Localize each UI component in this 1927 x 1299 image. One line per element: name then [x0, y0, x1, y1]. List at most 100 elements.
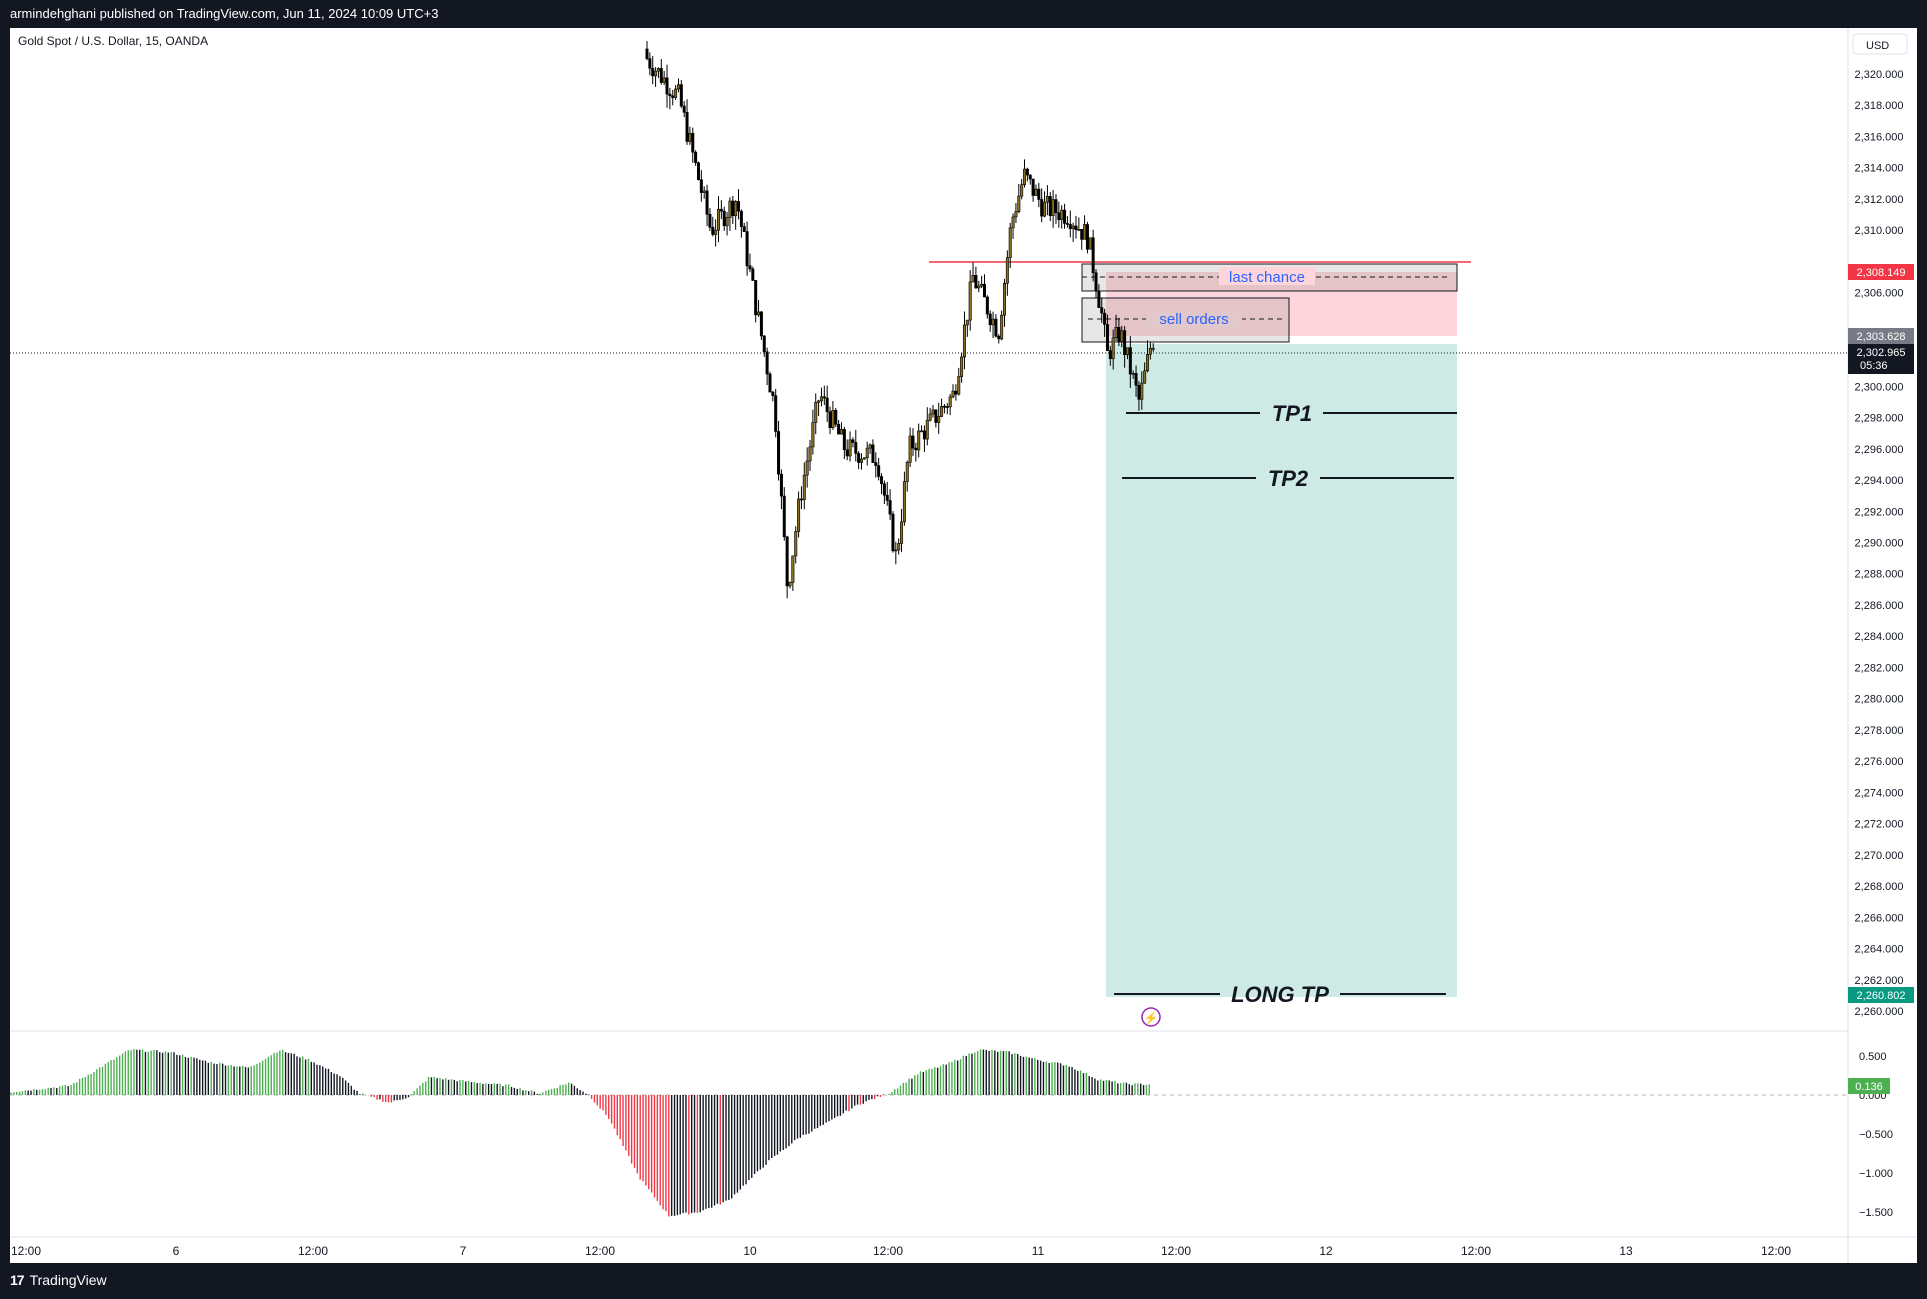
candle-bearish — [1080, 229, 1084, 240]
candle-bullish — [1043, 201, 1047, 217]
footer-bar: 17 TradingView — [0, 1263, 1927, 1299]
candle-bearish — [1100, 307, 1104, 314]
candle-bullish — [662, 77, 666, 83]
candle-bearish — [1031, 178, 1035, 196]
candle-bearish — [914, 447, 918, 451]
candle-bullish — [1143, 370, 1147, 384]
candle-bullish — [905, 462, 909, 482]
tp1-label: TP1 — [1272, 401, 1312, 426]
price-tick-label: 2,300.000 — [1855, 381, 1904, 393]
time-tick-label: 12:00 — [11, 1244, 41, 1258]
stop-price-label: 2,308.149 — [1857, 267, 1906, 279]
candle-bullish — [1020, 184, 1024, 197]
candle-bearish — [771, 391, 775, 396]
candle-bullish — [971, 275, 975, 283]
candle-bearish — [1025, 168, 1029, 176]
candle-bullish — [859, 458, 863, 463]
candle-bullish — [817, 400, 821, 403]
price-tick-label: 2,288.000 — [1855, 569, 1904, 581]
oscillator-tick-label: 0.500 — [1859, 1051, 1887, 1063]
tradingview-logo[interactable]: 17 TradingView — [10, 1272, 107, 1288]
candle-bullish — [757, 311, 761, 316]
candle-bearish — [1028, 174, 1032, 180]
candle-bearish — [751, 268, 755, 281]
candle-bearish — [779, 473, 783, 497]
time-tick-label: 12:00 — [298, 1244, 328, 1258]
price-tick-label: 2,280.000 — [1855, 694, 1904, 706]
candle-bullish — [957, 376, 961, 395]
candle-bullish — [1151, 347, 1155, 350]
candle-bullish — [1131, 373, 1135, 375]
candle-bullish — [788, 582, 792, 587]
candle-bullish — [1008, 227, 1012, 258]
candle-bullish — [848, 439, 852, 457]
candle-bullish — [1005, 257, 1009, 284]
price-tick-label: 2,306.000 — [1855, 288, 1904, 300]
target-price-tag — [1848, 987, 1914, 1003]
candle-bearish — [777, 431, 781, 475]
currency-label: USD — [1866, 40, 1889, 52]
candle-bullish — [1023, 168, 1027, 186]
candle-bullish — [674, 88, 678, 98]
candle-bearish — [668, 93, 672, 97]
candle-bullish — [811, 422, 815, 448]
candle-bullish — [928, 413, 932, 421]
candle-bullish — [1077, 229, 1081, 231]
candle-bearish — [882, 483, 886, 496]
candle-bearish — [1105, 324, 1109, 351]
candle-bearish — [731, 200, 735, 217]
price-axis[interactable]: 2,320.000 2,318.000 2,316.000 2,314.000 2,31… — [1855, 69, 1904, 1018]
candle-bearish — [694, 151, 698, 164]
price-chart[interactable]: Gold Spot / U.S. Dollar, 15, OANDA USD l… — [10, 28, 1917, 1263]
price-tick-label: 2,312.000 — [1855, 194, 1904, 206]
candle-bullish — [797, 498, 801, 532]
candle-bearish — [651, 67, 655, 77]
candle-bullish — [734, 201, 738, 217]
candle-bearish — [742, 226, 746, 232]
candle-bearish — [982, 283, 986, 298]
currency-button[interactable] — [1852, 33, 1908, 55]
candle-bearish — [1123, 330, 1127, 356]
price-tick-label: 2,316.000 — [1855, 131, 1904, 143]
oscillator-tick-label: −1.500 — [1859, 1207, 1893, 1219]
long-tp-label: LONG TP — [1231, 982, 1329, 1007]
candle-bullish — [937, 416, 941, 423]
candle-bullish — [940, 405, 944, 417]
candle-bearish — [834, 410, 838, 425]
candle-bullish — [960, 356, 964, 377]
entry-price-tag — [1848, 328, 1914, 344]
take-profit-zone[interactable] — [1106, 344, 1457, 997]
candle-bullish — [1017, 195, 1021, 213]
price-tick-label: 2,262.000 — [1855, 975, 1904, 987]
publish-bar: armindehghani published on TradingView.c… — [0, 0, 1927, 28]
candle-bearish — [722, 210, 726, 227]
candle-bullish — [920, 430, 924, 433]
candle-bearish — [648, 58, 652, 69]
candle-bearish — [768, 373, 772, 393]
time-tick-label: 12:00 — [1161, 1244, 1191, 1258]
time-axis[interactable]: 12:00 6 12:00 7 12:00 10 12:00 11 12:00 12 12:00 13… — [11, 1244, 1791, 1258]
price-tick-label: 2,318.000 — [1855, 100, 1904, 112]
time-tick-label: 11 — [1032, 1244, 1045, 1258]
candle-bearish — [691, 132, 695, 153]
candle-bearish — [1057, 212, 1061, 221]
event-marker-icon[interactable] — [1141, 1007, 1161, 1027]
candle-bullish — [868, 444, 872, 449]
candle-bullish — [1011, 216, 1015, 229]
candle-bullish — [1083, 224, 1087, 240]
candle-bearish — [888, 500, 892, 515]
candle-bullish — [1146, 353, 1150, 372]
candle-bearish — [854, 442, 858, 454]
candle-bullish — [1034, 188, 1038, 196]
candle-bullish — [1140, 382, 1144, 400]
candle-bullish — [980, 283, 984, 287]
candle-bullish — [1002, 282, 1006, 316]
price-tick-label: 2,264.000 — [1855, 944, 1904, 956]
oscillator-tick-label: −1.000 — [1859, 1168, 1893, 1180]
candle-bullish — [902, 481, 906, 523]
symbol-title: Gold Spot / U.S. Dollar, 15, OANDA — [18, 34, 208, 48]
candle-bullish — [688, 132, 692, 142]
price-tick-label: 2,294.000 — [1855, 475, 1904, 487]
candle-bearish — [1037, 188, 1041, 200]
